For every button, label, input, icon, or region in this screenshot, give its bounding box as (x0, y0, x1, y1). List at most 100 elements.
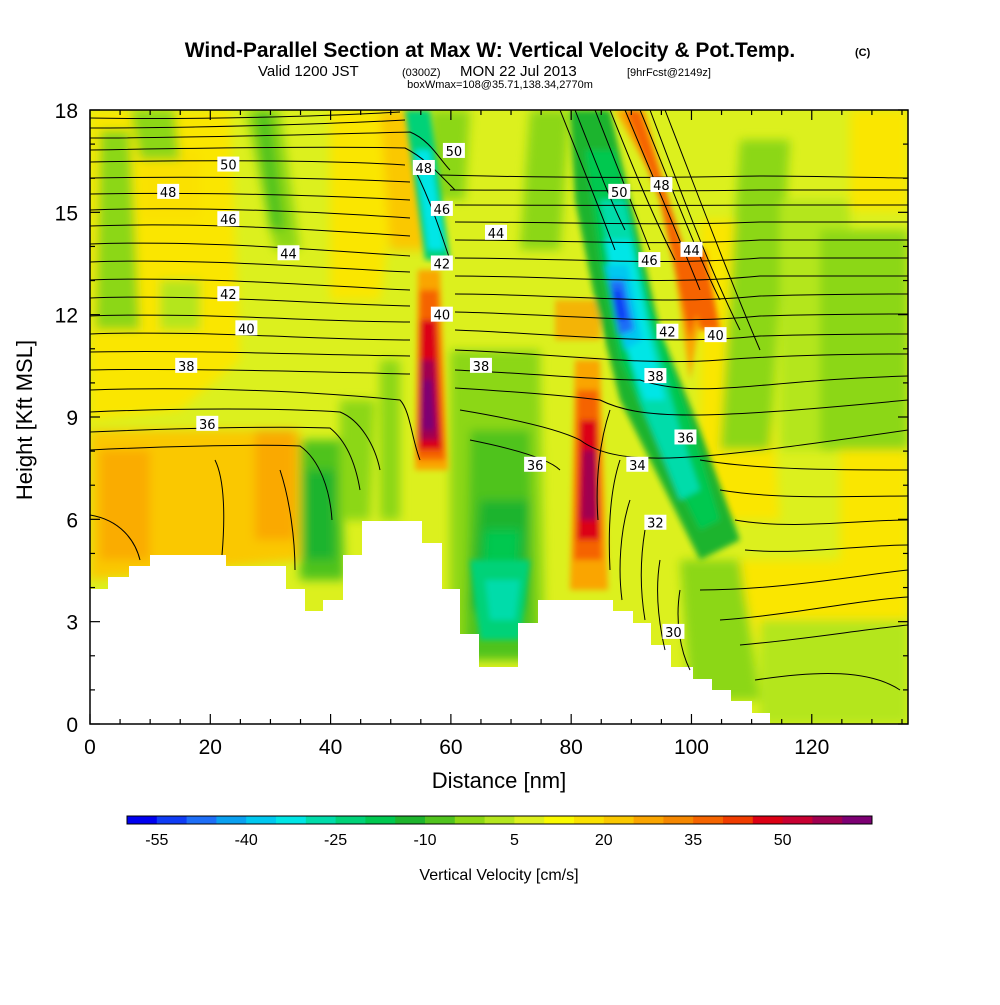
y-tick-label: 3 (66, 612, 78, 635)
colorbar-swatch (395, 816, 426, 824)
contour-label: 42 (430, 255, 453, 273)
colorbar-tick-label: 50 (774, 832, 792, 849)
colorbar-tick-label: -10 (413, 832, 436, 849)
contour-label: 46 (430, 200, 453, 218)
contour-label: 42 (217, 286, 240, 303)
svg-text:34: 34 (629, 459, 646, 474)
svg-text:38: 38 (647, 370, 664, 385)
x-tick-label: 120 (794, 736, 829, 759)
colorbar-swatch (335, 816, 366, 824)
svg-text:48: 48 (653, 179, 670, 194)
colorbar-swatch (842, 816, 873, 824)
theta-contour-labels: 50 48 46 44 42 40 38 36 50 48 46 44 42 40 38 36 50 48 46 44… (157, 142, 727, 641)
colorbar-swatch (663, 816, 694, 824)
x-axis-label: Distance [nm] (432, 768, 567, 793)
y-tick-label: 9 (66, 407, 78, 430)
contour-label: 44 (484, 224, 507, 242)
svg-text:42: 42 (220, 288, 237, 303)
colorbar-swatch (365, 816, 396, 824)
colorbar (126, 815, 873, 825)
contour-label: 50 (217, 156, 240, 174)
contour-label: 36 (674, 429, 697, 446)
colorbar-swatch (633, 816, 664, 824)
svg-text:48: 48 (160, 186, 177, 201)
colorbar-tick-label: -40 (235, 832, 258, 849)
x-tick-label: 40 (319, 736, 342, 759)
colorbar-tick-labels: -55 -40 -25 -10 5 20 35 50 (145, 832, 791, 849)
colorbar-swatch (454, 816, 486, 824)
colorbar-swatch (514, 816, 545, 824)
colorbar-tick-label: 35 (684, 832, 702, 849)
terrain-mask (90, 521, 770, 724)
colorbar-swatch (276, 816, 307, 824)
contour-label: 48 (650, 177, 673, 194)
colorbar-tick-label: 20 (595, 832, 613, 849)
svg-text:30: 30 (665, 626, 682, 641)
colorbar-label: Vertical Velocity [cm/s] (419, 867, 578, 884)
colorbar-swatch (723, 816, 754, 824)
colorbar-swatch (603, 816, 635, 824)
contour-label: 48 (157, 183, 180, 201)
colorbar-tick-label: 5 (510, 832, 519, 849)
svg-text:46: 46 (434, 203, 451, 218)
contour-label: 38 (644, 368, 667, 385)
x-tick-label: 80 (559, 736, 582, 759)
svg-text:40: 40 (238, 322, 255, 337)
colorbar-swatch (693, 816, 724, 824)
y-axis-label: Height [Kft MSL] (12, 340, 37, 500)
svg-text:44: 44 (488, 227, 505, 242)
colorbar-swatch (156, 816, 188, 824)
colorbar-tick-label: -25 (324, 832, 347, 849)
y-tick-labels: 0 3 6 9 12 15 18 (55, 100, 78, 737)
chart-title: Wind-Parallel Section at Max W: Vertical… (185, 39, 796, 62)
contour-label: 48 (412, 159, 435, 177)
svg-text:50: 50 (446, 145, 463, 160)
contour-label: 46 (638, 252, 661, 269)
colorbar-swatch (574, 816, 605, 824)
copyright-mark: (C) (855, 47, 871, 59)
y-tick-label: 0 (66, 714, 78, 737)
svg-text:40: 40 (707, 329, 724, 344)
svg-text:36: 36 (677, 431, 694, 446)
y-tick-label: 12 (55, 305, 78, 328)
colorbar-swatch (305, 816, 337, 824)
svg-text:46: 46 (641, 254, 658, 269)
valid-time-line: Valid 1200 JST (0300Z) MON 22 Jul 2013 [… (258, 63, 711, 80)
svg-text:42: 42 (434, 258, 451, 273)
x-tick-label: 0 (84, 736, 96, 759)
y-tick-label: 15 (55, 202, 78, 225)
colorbar-swatch (484, 816, 515, 824)
colorbar-swatch (127, 816, 158, 824)
contour-label: 30 (662, 623, 685, 641)
svg-text:38: 38 (178, 360, 195, 375)
x-tick-label: 100 (674, 736, 709, 759)
colorbar-swatch (186, 816, 217, 824)
svg-text:32: 32 (647, 517, 664, 532)
svg-text:38: 38 (473, 360, 490, 375)
contour-label: 50 (442, 142, 465, 160)
svg-text:36: 36 (199, 418, 216, 433)
svg-text:[9hrFcst@2149z]: [9hrFcst@2149z] (627, 67, 711, 79)
box-wmax-subtitle: boxWmax=108@35.71,138.34,2770m (407, 79, 593, 91)
colorbar-swatch (246, 816, 277, 824)
x-tick-label: 20 (199, 736, 222, 759)
colorbar-swatch (216, 816, 247, 824)
theta-contours (90, 110, 908, 691)
svg-text:48: 48 (416, 162, 433, 177)
svg-text:44: 44 (683, 244, 700, 259)
svg-text:MON 22 Jul 2013: MON 22 Jul 2013 (460, 63, 577, 80)
svg-text:44: 44 (280, 247, 297, 262)
colorbar-swatch (812, 816, 843, 824)
contour-label: 32 (644, 514, 667, 532)
contour-label: 38 (469, 357, 492, 375)
colorbar-tick-label: -55 (145, 832, 168, 849)
colorbar-swatch (752, 816, 784, 824)
y-tick-label: 6 (66, 509, 78, 532)
svg-text:42: 42 (659, 326, 676, 341)
svg-text:40: 40 (434, 309, 451, 324)
contour-label: 46 (217, 211, 240, 228)
contour-label: 40 (704, 327, 727, 344)
contour-label: 42 (656, 323, 679, 341)
svg-text:46: 46 (220, 213, 237, 228)
contour-label: 36 (196, 415, 219, 433)
